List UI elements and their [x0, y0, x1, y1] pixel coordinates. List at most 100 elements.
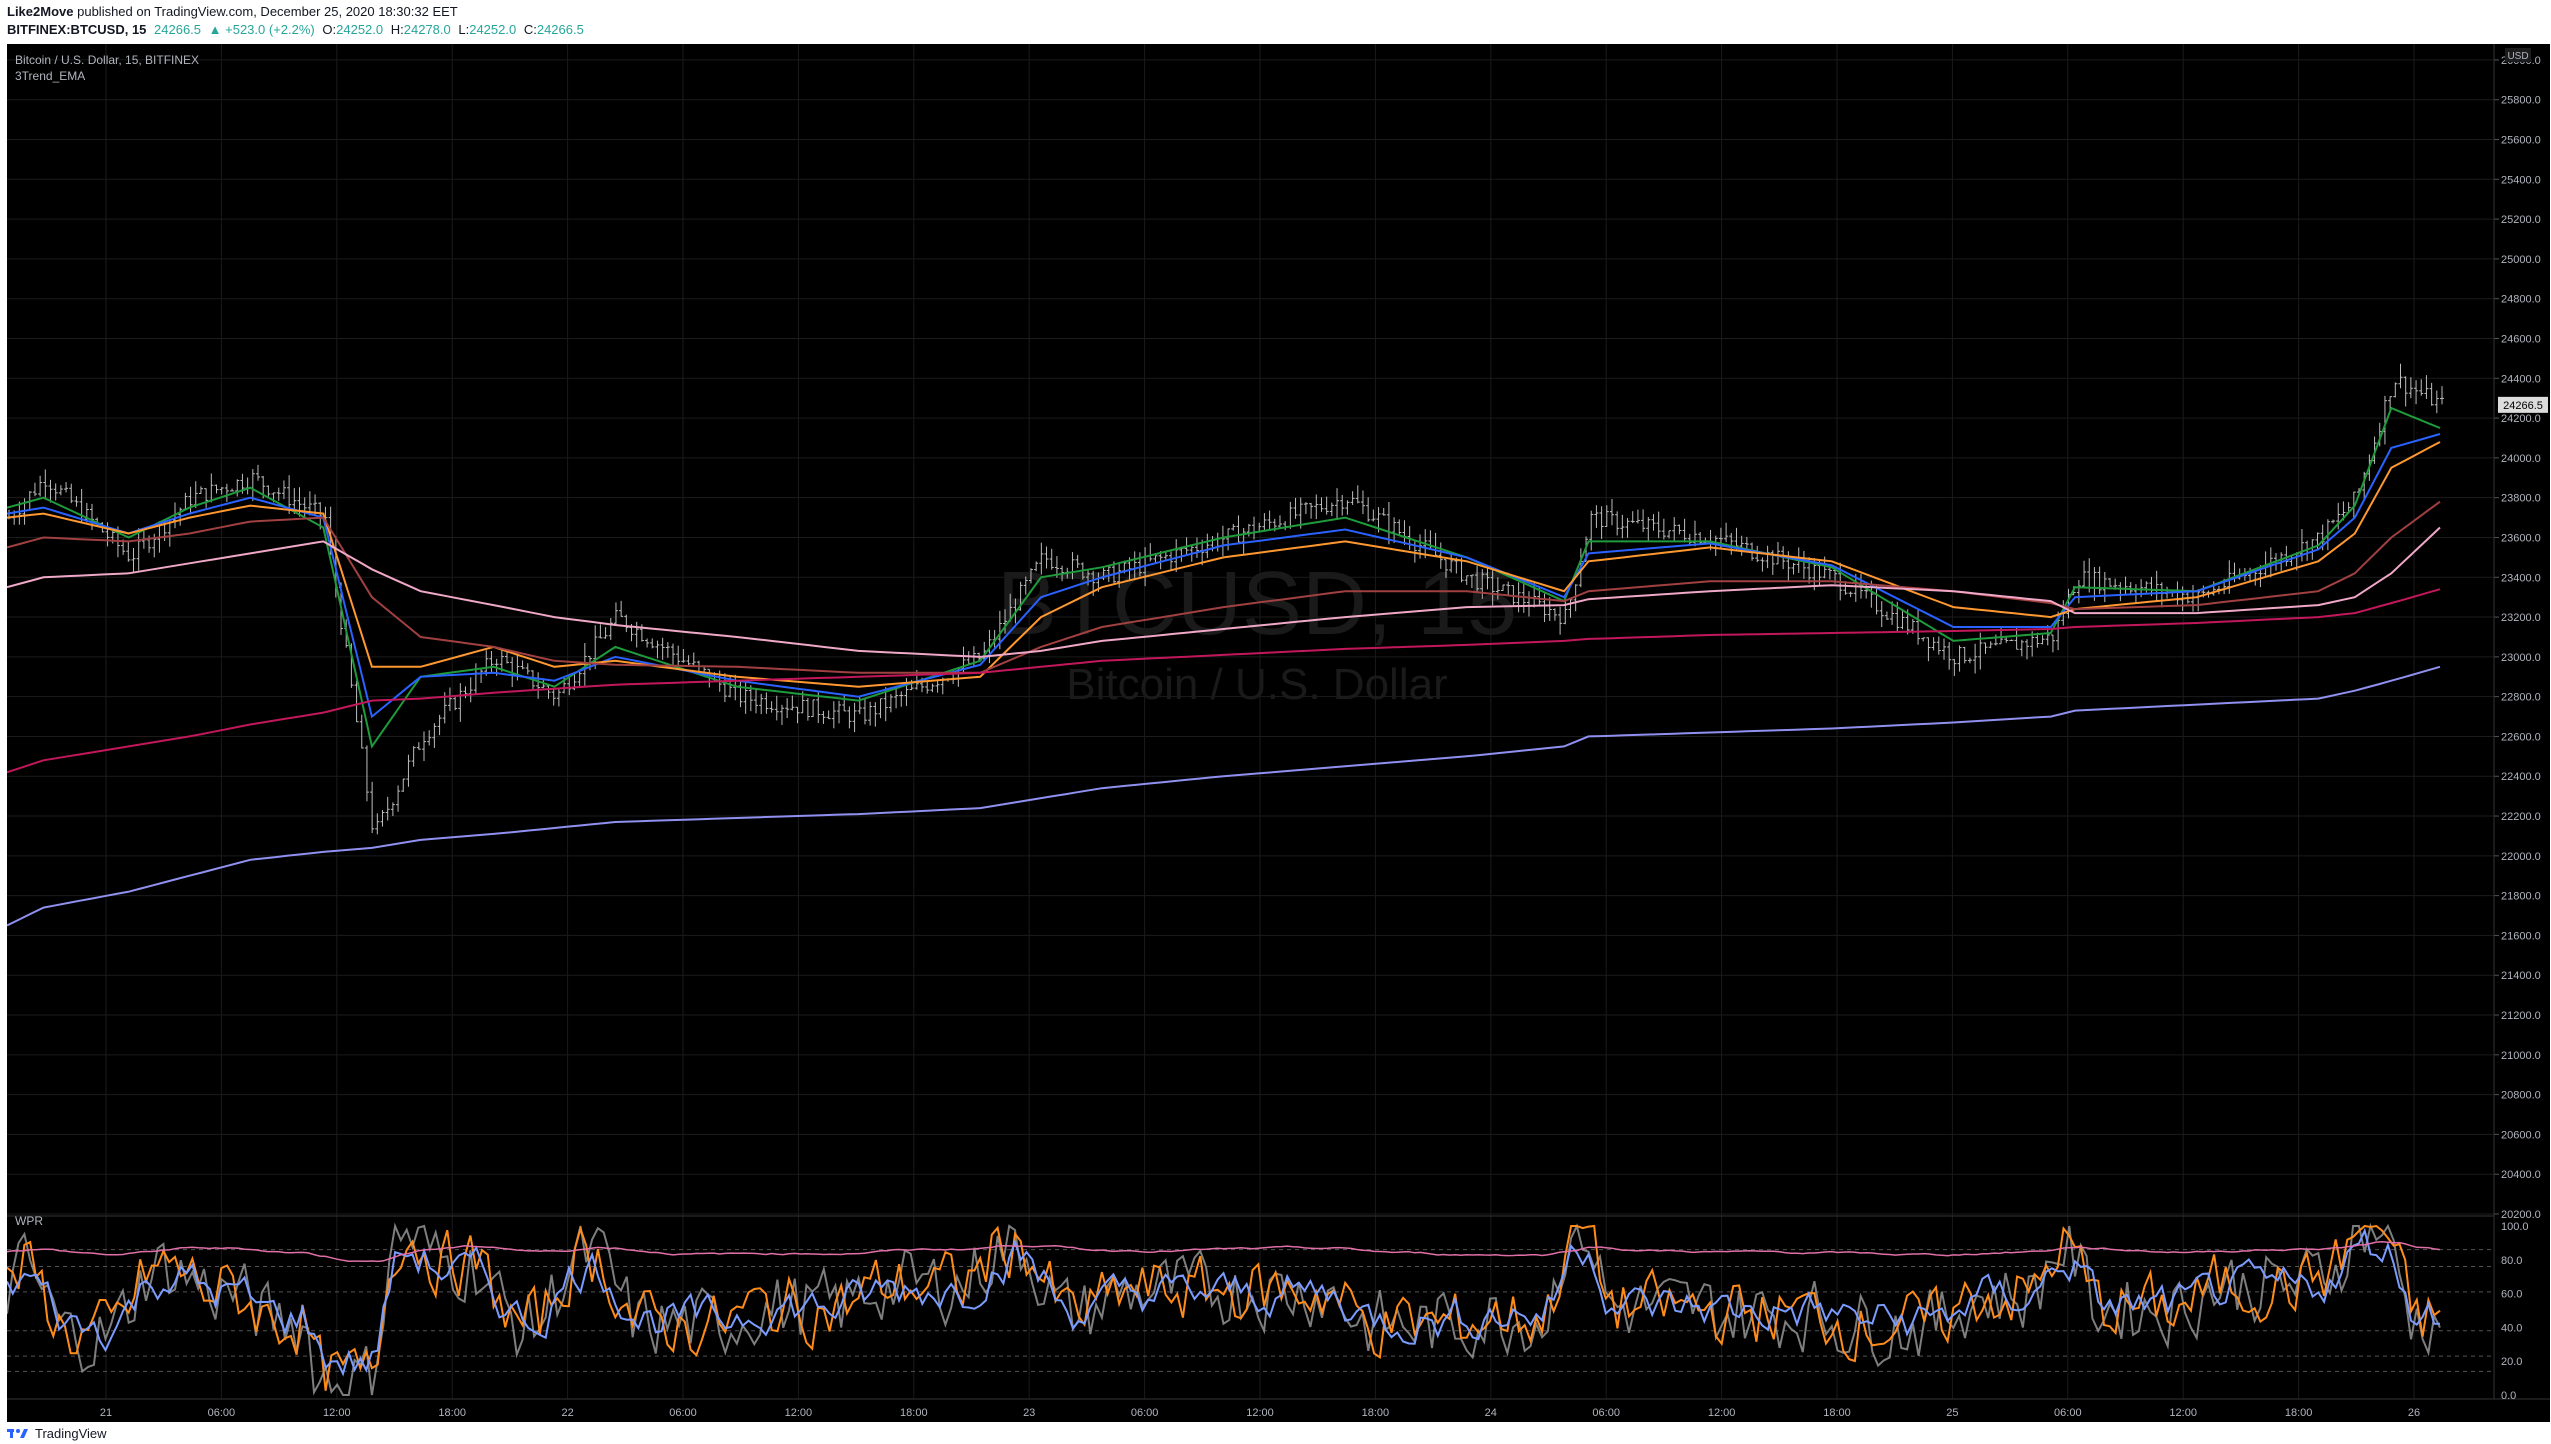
time-tick-label: 06:00 [1592, 1407, 1620, 1419]
time-tick-label: 06:00 [2054, 1407, 2082, 1419]
ema-line [6, 441, 2441, 688]
price-tick-label: 25800.0 [2501, 95, 2541, 107]
wpr-tick-label: 20.0 [2501, 1356, 2522, 1368]
chart-legend-title[interactable]: Bitcoin / U.S. Dollar, 15, BITFINEX [15, 53, 199, 67]
time-tick-label: 12:00 [1708, 1407, 1736, 1419]
time-tick-label: 06:00 [208, 1407, 236, 1419]
ema-lines [6, 406, 2441, 927]
ema-line [6, 433, 2441, 719]
author-name[interactable]: Like2Move [7, 4, 74, 19]
tradingview-logo-icon [7, 1429, 28, 1438]
price-tick-label: 20600.0 [2501, 1129, 2541, 1141]
watermark-symbol: BTCUSD, 15 [997, 554, 1517, 654]
last-price: 24266.5 [154, 22, 202, 37]
price-tick-label: 21000.0 [2501, 1050, 2541, 1062]
last-price-tag-label: 24266.5 [2503, 400, 2543, 412]
footer-brand[interactable]: TradingView [7, 1424, 107, 1442]
indicator-legend[interactable]: 3Trend_EMA [15, 69, 85, 83]
time-tick-label: 22 [561, 1407, 573, 1419]
price-tick-label: 21400.0 [2501, 970, 2541, 982]
currency-badge [2505, 48, 2531, 62]
time-tick-label: 25 [1946, 1407, 1958, 1419]
price-tick-label: 23200.0 [2501, 612, 2541, 624]
low-label: L: [458, 22, 470, 37]
price-tick-label: 25600.0 [2501, 135, 2541, 147]
price-tick-label: 20800.0 [2501, 1090, 2541, 1102]
price-tick-label: 20400.0 [2501, 1169, 2541, 1181]
wpr-line [6, 1222, 2441, 1396]
time-tick-label: 18:00 [438, 1407, 466, 1419]
open-label: O: [322, 22, 337, 37]
ema-line [6, 406, 2441, 749]
high-label: H: [390, 22, 404, 37]
price-tick-label: 24000.0 [2501, 453, 2541, 465]
price-tick-label: 23800.0 [2501, 493, 2541, 505]
price-tick-label: 22400.0 [2501, 771, 2541, 783]
price-tick-label: 25400.0 [2501, 174, 2541, 186]
time-tick-label: 18:00 [2285, 1407, 2313, 1419]
price-axis: 26000.025800.025600.025400.025200.025000… [2493, 44, 2541, 1402]
low-value: 24252.0 [469, 22, 517, 37]
wpr-tick-label: 100.0 [2501, 1221, 2529, 1233]
time-tick-label: 06:00 [1131, 1407, 1159, 1419]
open-value: 24252.0 [336, 22, 384, 37]
time-tick-label: 21 [100, 1407, 112, 1419]
price-tick-label: 24200.0 [2501, 413, 2541, 425]
chart-grid [7, 44, 2550, 1400]
ema-line [6, 588, 2441, 774]
price-tick-label: 23000.0 [2501, 652, 2541, 664]
price-tick-label: 22000.0 [2501, 851, 2541, 863]
close-value: 24266.5 [536, 22, 584, 37]
watermark-description: Bitcoin / U.S. Dollar [1066, 660, 1447, 709]
price-tick-label: 22800.0 [2501, 692, 2541, 704]
symbol-bar: BITFINEX:BTCUSD, 15 24266.5 ▲ +523.0 (+2… [7, 22, 588, 37]
publish-text: published on TradingView.com, December 2… [77, 4, 458, 19]
close-label: C: [523, 22, 537, 37]
time-tick-label: 18:00 [1362, 1407, 1390, 1419]
time-tick-label: 26 [2408, 1407, 2420, 1419]
wpr-tick-label: 40.0 [2501, 1322, 2522, 1334]
time-tick-label: 18:00 [900, 1407, 928, 1419]
brand-name: TradingView [35, 1425, 107, 1441]
wpr-tick-label: 60.0 [2501, 1289, 2522, 1301]
price-tick-label: 22200.0 [2501, 811, 2541, 823]
time-tick-label: 12:00 [323, 1407, 351, 1419]
price-tick-label: 25000.0 [2501, 254, 2541, 266]
time-axis: 21 06:00 12:00 18:00 22 06:00 12:00 18:00 23 06:0… [100, 1407, 2420, 1419]
high-value: 24278.0 [403, 22, 451, 37]
chart-svg[interactable]: BTCUSD, 15 Bitcoin / U.S. Dollar 26000.0… [6, 44, 2550, 1422]
time-tick-label: 12:00 [1246, 1407, 1274, 1419]
time-tick-label: 12:00 [785, 1407, 813, 1419]
wpr-tick-label: 0.0 [2501, 1390, 2516, 1402]
price-tick-label: 23600.0 [2501, 532, 2541, 544]
time-tick-label: 24 [1485, 1407, 1497, 1419]
last-price-tag [2498, 396, 2548, 413]
ema-line [6, 500, 2441, 674]
time-tick-label: 06:00 [669, 1407, 697, 1419]
wpr-tick-label: 80.0 [2501, 1255, 2522, 1267]
wpr-line [6, 1224, 2441, 1391]
price-tick-label: 21200.0 [2501, 1010, 2541, 1022]
wpr-line [6, 1240, 2441, 1263]
ema-line [6, 665, 2441, 927]
price-tick-label: 20200.0 [2501, 1209, 2541, 1221]
time-tick-label: 18:00 [1823, 1407, 1851, 1419]
price-tick-label: 23400.0 [2501, 572, 2541, 584]
publish-info: Like2Move published on TradingView.com, … [7, 4, 458, 19]
price-tick-label: 21800.0 [2501, 891, 2541, 903]
chart-area[interactable]: BTCUSD, 15 Bitcoin / U.S. Dollar 26000.0… [6, 44, 2550, 1422]
price-tick-label: 24400.0 [2501, 373, 2541, 385]
price-tick-label: 24800.0 [2501, 294, 2541, 306]
oscillator-legend[interactable]: WPR [15, 1214, 43, 1228]
ema-line [6, 526, 2441, 658]
price-tick-label: 24600.0 [2501, 333, 2541, 345]
price-tick-label: 25200.0 [2501, 214, 2541, 226]
price-tick-label: 21600.0 [2501, 930, 2541, 942]
time-tick-label: 23 [1023, 1407, 1035, 1419]
price-tick-label: 22600.0 [2501, 731, 2541, 743]
time-tick-label: 12:00 [2169, 1407, 2197, 1419]
wpr-pane [6, 1222, 2494, 1396]
currency-label: USD [2507, 51, 2528, 62]
symbol-name: BITFINEX:BTCUSD, 15 [7, 22, 147, 37]
wpr-line [6, 1227, 2440, 1377]
